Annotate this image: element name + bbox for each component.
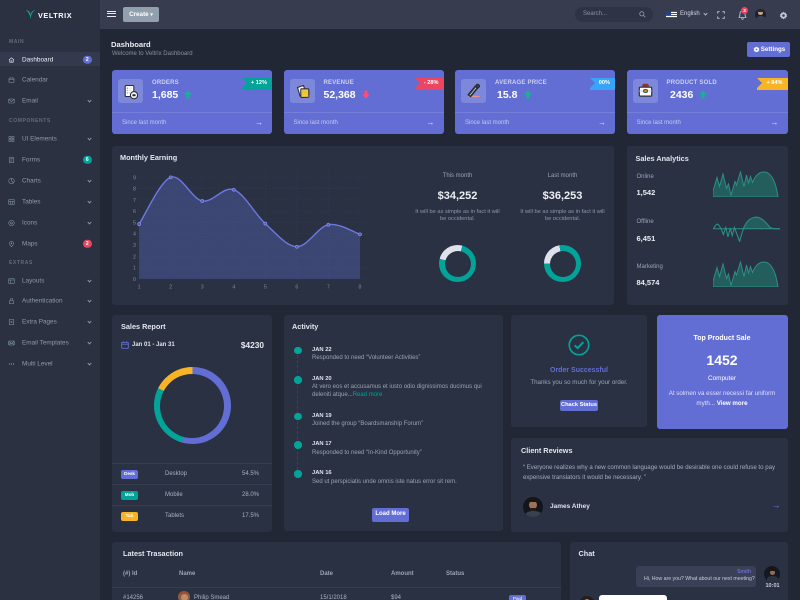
svg-text:2: 2 [169,285,172,291]
svg-text:0: 0 [133,277,136,283]
svg-text:7: 7 [327,285,330,291]
svg-text:3: 3 [133,243,136,249]
svg-text:1: 1 [138,285,141,291]
svg-text:1: 1 [133,266,136,272]
svg-text:5: 5 [133,221,136,227]
svg-text:8: 8 [133,187,136,193]
svg-text:6: 6 [133,209,136,215]
svg-text:5: 5 [264,285,267,291]
svg-text:4: 4 [232,285,235,291]
svg-text:3: 3 [201,285,204,291]
svg-text:9: 9 [133,175,136,181]
svg-text:6: 6 [295,285,298,291]
svg-text:2: 2 [133,254,136,260]
svg-text:7: 7 [133,198,136,204]
svg-text:8: 8 [359,285,362,291]
svg-text:4: 4 [133,232,136,238]
